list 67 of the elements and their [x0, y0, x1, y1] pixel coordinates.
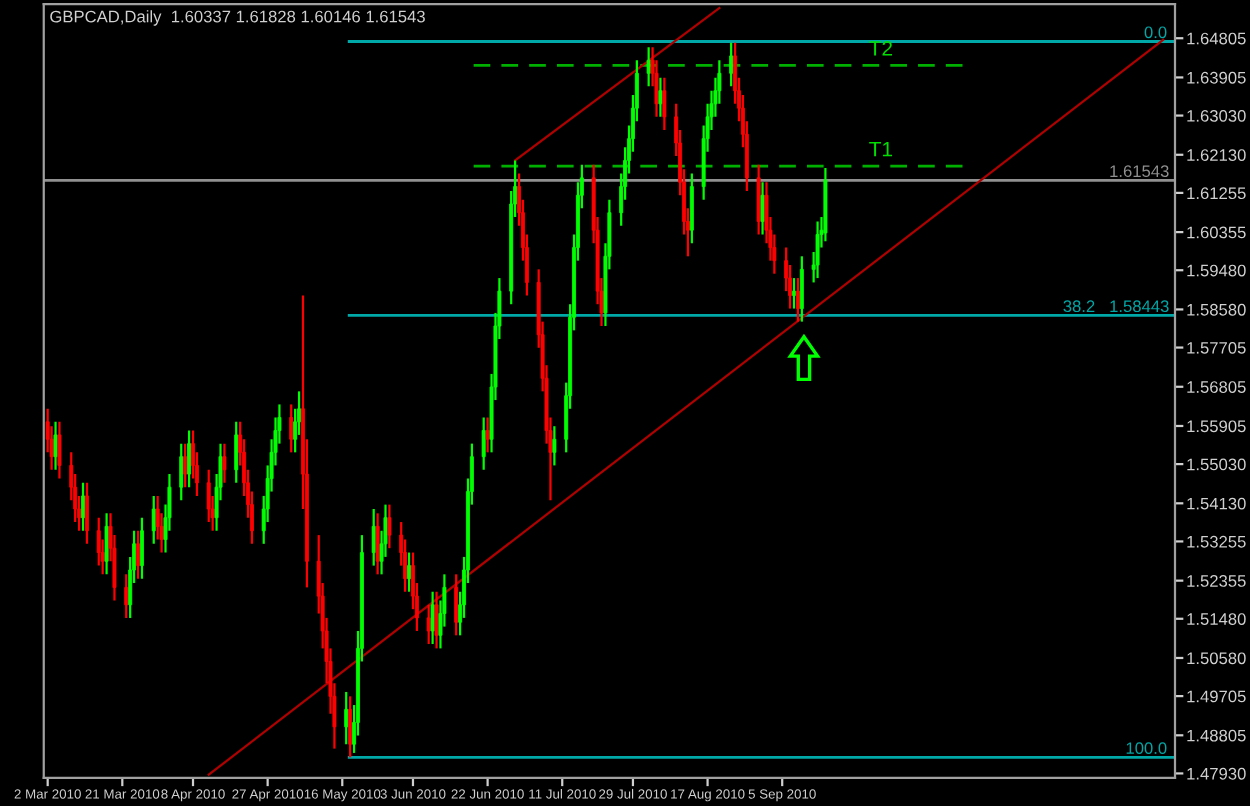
ref-line-label: 38.2 1.58443: [1063, 300, 1169, 313]
candlestick: [206, 468, 211, 524]
candlestick: [289, 403, 294, 454]
y-tick-label: 1.63030: [1187, 109, 1246, 122]
candlestick: [179, 442, 184, 502]
candlestick: [729, 41, 734, 88]
ref-line-label: T2: [869, 41, 892, 56]
candlestick: [662, 76, 667, 132]
candlestick: [689, 172, 694, 245]
y-tick-label: 1.48805: [1187, 729, 1246, 742]
candlestick: [658, 76, 663, 118]
candlestick: [799, 255, 804, 323]
candlestick: [81, 481, 86, 532]
candlestick: [756, 163, 761, 236]
candlestick: [84, 481, 89, 545]
ref-line-label: 1.61543: [1110, 165, 1169, 178]
candlestick: [407, 551, 412, 593]
candlestick: [430, 590, 435, 646]
candlestick: [96, 516, 101, 567]
y-tick-label: 1.49705: [1187, 690, 1246, 703]
y-tick-label: 1.63905: [1187, 71, 1246, 84]
y-tick-label: 1.64805: [1187, 32, 1246, 45]
annotation: 100.0: [1126, 742, 1167, 755]
candlestick: [57, 420, 62, 480]
y-tick-label: 1.62130: [1187, 149, 1246, 161]
y-tick-label: 1.60355: [1187, 226, 1246, 239]
candlestick: [183, 442, 188, 489]
candlestick: [344, 690, 349, 746]
candlestick: [104, 512, 109, 576]
y-tick-label: 1.52355: [1187, 575, 1246, 587]
candlestick: [234, 420, 239, 484]
candlestick: [646, 46, 651, 88]
candlestick: [485, 416, 490, 454]
candlestick: [481, 416, 486, 471]
y-tick-label: 1.47930: [1187, 767, 1246, 780]
candlestick: [348, 695, 353, 759]
y-tick-label: 1.51480: [1187, 613, 1246, 625]
candlestick: [760, 181, 765, 236]
y-tick-label: 1.54130: [1187, 497, 1246, 510]
y-tick-label: 1.53255: [1187, 535, 1246, 548]
candlestick: [375, 512, 380, 576]
y-tick-label: 1.57705: [1187, 341, 1246, 354]
y-tick-label: 1.58580: [1187, 303, 1246, 316]
ref-line-label: T1: [869, 141, 893, 157]
candlestick: [795, 276, 800, 323]
y-tick-label: 1.61255: [1187, 187, 1246, 200]
candlestick: [187, 429, 192, 489]
candlestick: [139, 516, 144, 580]
y-tick-label: 1.59480: [1187, 264, 1246, 277]
candlestick: [124, 573, 129, 620]
candlestick: [815, 220, 820, 280]
y-tick-label: 1.55905: [1187, 420, 1246, 433]
y-tick-label: 1.55030: [1187, 458, 1246, 471]
candlestick: [136, 529, 141, 580]
candlestick: [222, 442, 227, 484]
candlestick: [53, 420, 58, 471]
chart-title: GBPCAD,Daily 1.60337 1.61828 1.60146 1.61543: [50, 10, 425, 26]
annotation: 0.0: [1144, 26, 1167, 39]
candlestick: [792, 276, 796, 310]
candlestick: [454, 573, 459, 637]
candlestick: [371, 507, 376, 567]
candlestick: [426, 603, 431, 646]
y-tick-label: 1.56805: [1187, 381, 1246, 393]
y-tick-label: 1.50580: [1187, 652, 1246, 665]
candlestick: [434, 590, 439, 650]
candlestick: [387, 503, 392, 550]
candlestick: [552, 425, 557, 467]
